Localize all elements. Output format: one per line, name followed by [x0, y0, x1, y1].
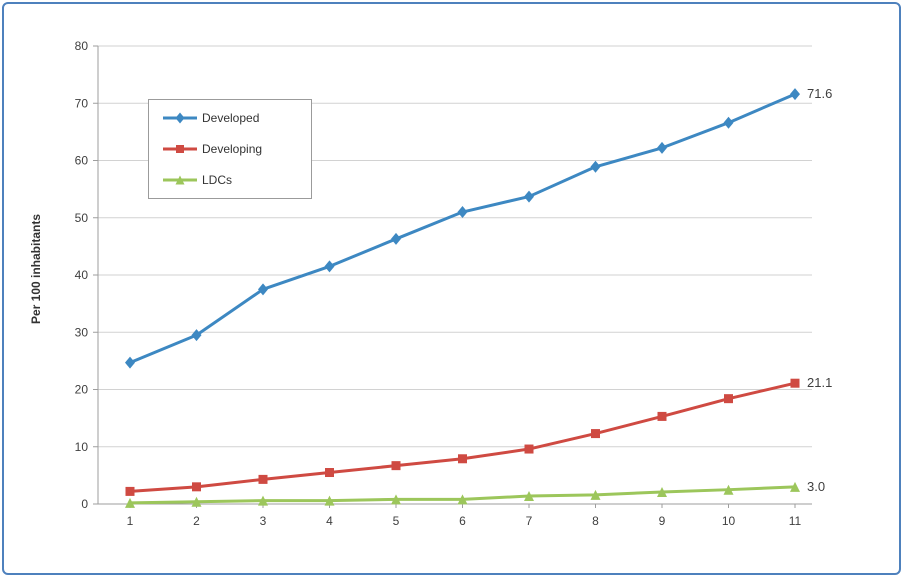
x-tick-label: 2 [193, 514, 200, 528]
y-tick-label: 30 [75, 325, 89, 339]
triangle-marker [175, 175, 185, 185]
y-tick-label: 70 [75, 96, 89, 110]
triangle-marker [191, 496, 202, 507]
triangle-marker [524, 490, 534, 501]
legend-diamond-icon [163, 112, 197, 124]
series-end-label: 21.1 [807, 375, 832, 390]
y-tick-label: 80 [75, 39, 89, 53]
triangle-marker [723, 484, 734, 495]
diamond-marker [790, 88, 800, 101]
legend-label: LDCs [202, 173, 233, 187]
triangle-marker [125, 497, 135, 508]
square-marker [325, 468, 334, 478]
legend-square-icon [163, 145, 197, 153]
legend-item-developing: Developing [161, 142, 299, 156]
x-tick-label: 9 [659, 514, 666, 528]
x-tick-label: 11 [789, 514, 802, 528]
series-developed: 71.6 [125, 86, 832, 369]
legend: Developed Developing LDCs [148, 99, 312, 199]
square-marker [591, 429, 600, 439]
y-tick-label: 20 [75, 383, 89, 397]
legend-triangle-icon [163, 175, 197, 185]
triangle-marker [457, 494, 468, 505]
diamond-marker [590, 160, 601, 173]
square-marker [790, 378, 800, 388]
square-marker [192, 482, 201, 492]
x-tick-label: 8 [592, 514, 599, 528]
diamond-marker [324, 260, 335, 273]
triangle-marker [258, 495, 268, 506]
square-marker [524, 444, 534, 454]
diamond-marker [723, 116, 734, 129]
y-tick-label: 0 [81, 497, 88, 511]
legend-item-developed: Developed [161, 111, 299, 125]
series-developing: 21.1 [125, 375, 832, 496]
series-ldcs: 3.0 [125, 479, 825, 508]
square-marker [391, 461, 401, 471]
triangle-marker [590, 489, 601, 500]
y-tick-label: 50 [75, 211, 89, 225]
square-marker [458, 454, 467, 464]
square-marker [724, 394, 733, 404]
legend-label: Developing [202, 142, 263, 156]
triangle-marker [657, 486, 667, 497]
y-axis-title: Per 100 inhabitants [29, 213, 43, 325]
diamond-marker [175, 112, 185, 124]
square-marker [258, 474, 268, 484]
legend-label: Developed [202, 111, 260, 125]
legend-item-ldcs: LDCs [161, 173, 299, 187]
series-end-label: 71.6 [807, 86, 832, 101]
x-tick-label: 3 [260, 514, 267, 528]
x-tick-label: 5 [393, 514, 400, 528]
diamond-marker [191, 329, 202, 342]
x-tick-label: 6 [459, 514, 466, 528]
diamond-marker [125, 356, 135, 369]
triangle-marker [790, 481, 800, 492]
y-tick-label: 60 [75, 154, 89, 168]
square-marker [657, 411, 667, 421]
diamond-marker [258, 283, 268, 296]
x-tick-label: 7 [526, 514, 533, 528]
diamond-marker [524, 190, 534, 203]
triangle-marker [324, 495, 335, 506]
y-axis: 0 10 20 30 40 50 60 70 80 [75, 39, 99, 511]
x-axis: 1 2 3 4 5 6 7 8 9 10 11 [98, 503, 812, 528]
y-tick-label: 10 [75, 440, 89, 454]
square-marker [125, 486, 135, 496]
triangle-marker [391, 494, 401, 505]
diamond-marker [657, 141, 667, 154]
series-line [128, 381, 797, 493]
diamond-marker [457, 206, 468, 219]
x-tick-label: 10 [722, 514, 736, 528]
square-marker [176, 145, 184, 153]
series-end-label: 3.0 [807, 479, 825, 494]
x-tick-label: 4 [326, 514, 333, 528]
diamond-marker [391, 232, 401, 245]
x-tick-label: 1 [127, 514, 134, 528]
y-tick-label: 40 [75, 268, 89, 282]
